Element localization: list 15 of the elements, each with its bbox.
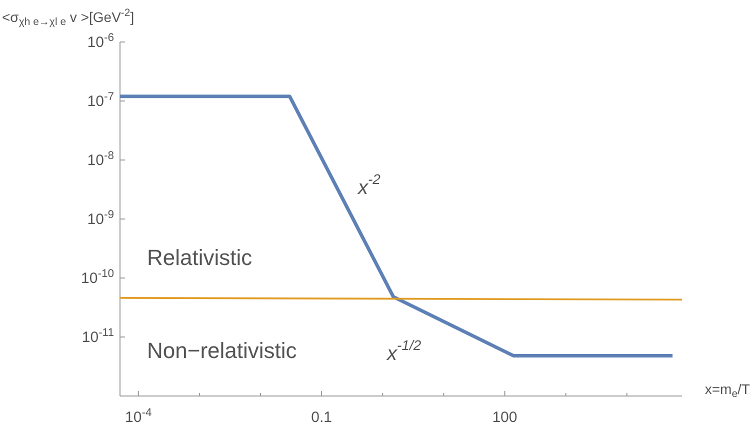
y-tick-label: 10$^{-10}$ [81,268,114,287]
x-axis-title: x=m$_{e}$/T [704,381,750,400]
y-tick-label: 10$^{-8}$ [87,150,114,169]
y-tick-label: 10$^{-11}$ [82,326,114,346]
y-tick-label: 10$^{-7}$ [87,90,114,110]
y-tick-label: 10$^{-9}$ [87,208,114,228]
annotation: x$^{-1/2}$ [386,337,422,365]
annotation: Relativistic [147,245,252,270]
x-tick-label: 100 [492,409,518,426]
x-tick-label: 10$^{-4}$ [125,406,152,426]
x-tick-label: 0.1 [311,409,332,426]
annotation: Non−relativistic [147,338,297,363]
y-axis-title: <σ$_{χh e→χl e}$ v >[GeV$^{-2}$] [2,7,134,28]
y-tick-label: 10$^{-6}$ [87,32,114,51]
annotation: x$^{-2}$ [357,171,381,199]
